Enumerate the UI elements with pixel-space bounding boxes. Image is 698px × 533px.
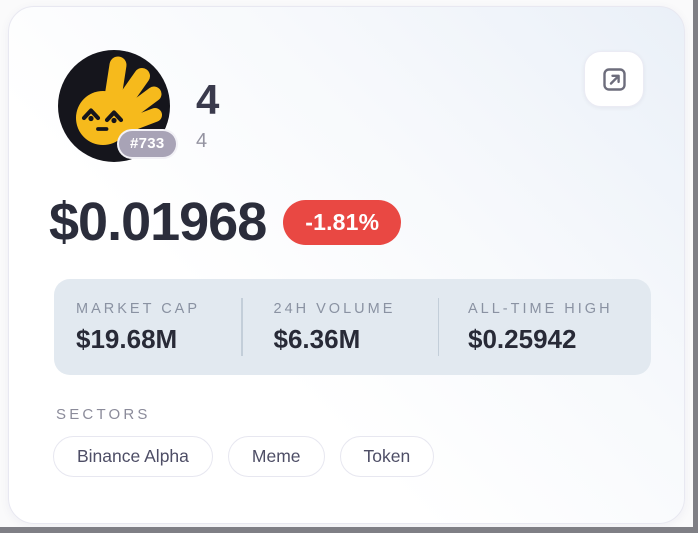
window-edge-right	[693, 0, 698, 533]
sector-chip-token[interactable]: Token	[339, 436, 435, 477]
window-edge-bottom	[0, 527, 698, 533]
token-name: 4	[196, 76, 219, 123]
rank-badge: #733	[117, 129, 178, 159]
price-change-badge: -1.81%	[283, 199, 402, 245]
stat-label: ALL-TIME HIGH	[468, 301, 613, 318]
stat-value: $6.36M	[273, 323, 361, 354]
stat-label: 24H VOLUME	[273, 301, 396, 318]
token-price: $0.01968	[49, 192, 267, 252]
stat-label: MARKET CAP	[76, 301, 201, 318]
sector-chips: Binance Alpha Meme Token	[53, 436, 435, 477]
token-symbol: 4	[196, 130, 208, 152]
stat-24h-volume: 24H VOLUME $6.36M	[243, 302, 438, 352]
sector-chip-binance-alpha[interactable]: Binance Alpha	[53, 436, 213, 477]
stat-value: $0.25942	[468, 323, 577, 354]
stat-divider	[241, 298, 243, 356]
external-link-icon	[602, 67, 626, 91]
token-avatar: #733	[58, 50, 178, 162]
stat-divider	[437, 298, 439, 356]
stat-value: $19.68M	[76, 323, 178, 354]
stat-market-cap: MARKET CAP $19.68M	[54, 302, 241, 352]
price-row: $0.01968 -1.81%	[49, 192, 402, 252]
stat-all-time-high: ALL-TIME HIGH $0.25942	[439, 302, 651, 352]
token-card: #733 4 4 $0.01968 -1.81% MARKET CAP $19.…	[8, 6, 685, 524]
token-logo-hand-icon	[58, 50, 170, 162]
sector-chip-meme[interactable]: Meme	[227, 436, 325, 477]
sectors-label: SECTORS	[56, 406, 151, 423]
stats-box: MARKET CAP $19.68M 24H VOLUME $6.36M ALL…	[54, 279, 651, 375]
token-header: 4 4	[196, 76, 219, 152]
external-link-button[interactable]	[584, 51, 644, 107]
